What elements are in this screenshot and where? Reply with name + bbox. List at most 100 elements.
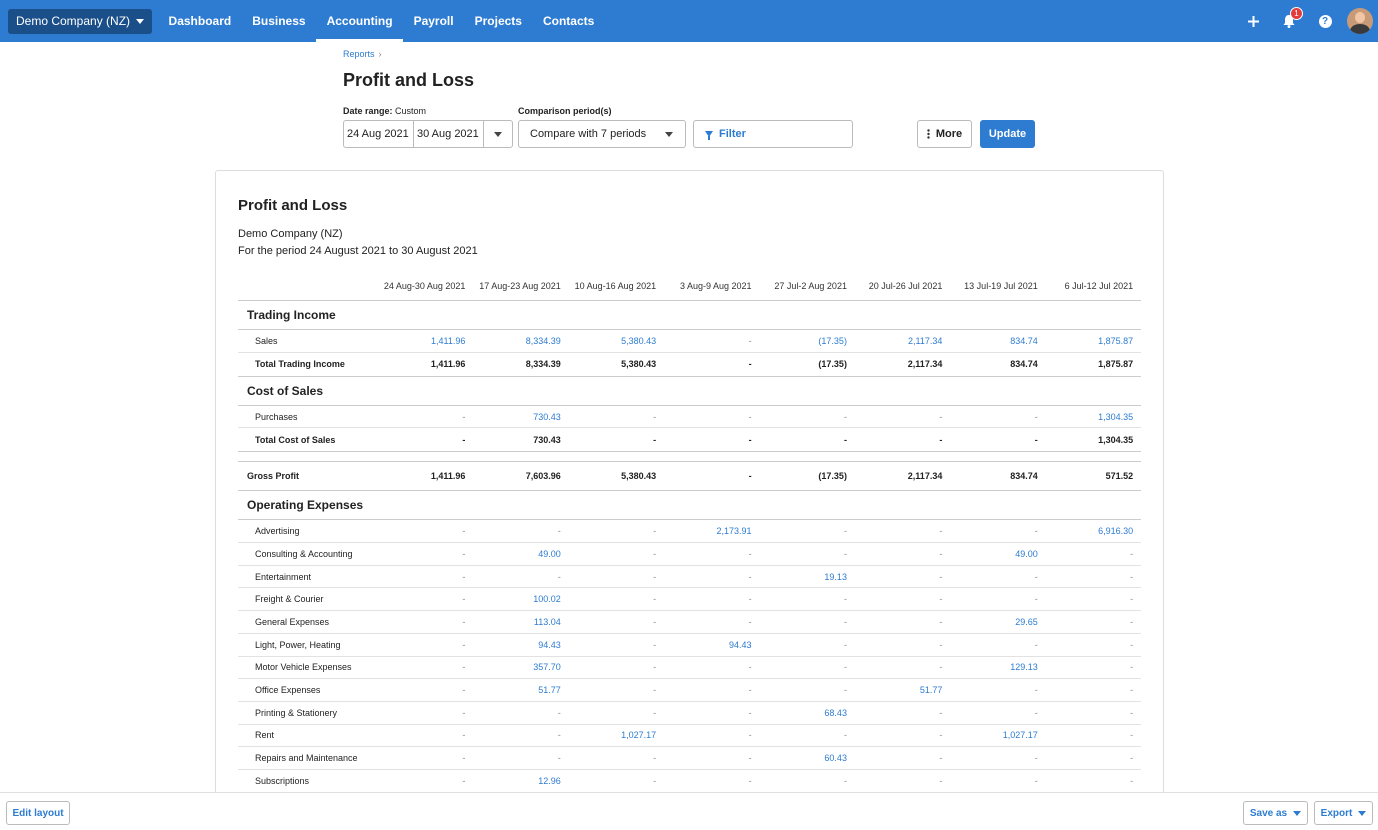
row-value: - (1034, 753, 1038, 764)
row-value[interactable]: 1,027.17 (1002, 730, 1038, 741)
row-value[interactable]: 8,334.39 (525, 335, 561, 346)
table-row: Repairs and Maintenance - - - - 60.43 - - - (238, 747, 1141, 770)
row-value: - (939, 730, 943, 741)
nav-contacts[interactable]: Contacts (542, 14, 595, 28)
row-value: - (843, 594, 847, 605)
row-value[interactable]: 2,117.34 (907, 335, 943, 346)
row-value: - (843, 662, 847, 673)
row-value: - (1130, 685, 1134, 696)
nav-dashboard[interactable]: Dashboard (168, 14, 232, 28)
row-value: - (653, 411, 657, 422)
row-value: - (1130, 707, 1134, 718)
nav-payroll[interactable]: Payroll (413, 14, 454, 28)
notification-badge: 1 (1290, 7, 1303, 20)
row-value: - (1034, 594, 1038, 605)
column-header: 24 Aug-30 Aug 2021 (383, 280, 466, 291)
export-button[interactable]: Export (1314, 801, 1373, 825)
row-value[interactable]: 94.43 (729, 639, 752, 650)
row-value: - (1034, 571, 1038, 582)
date-range-dropdown[interactable] (484, 121, 512, 147)
row-value: - (939, 594, 943, 605)
row-value: - (1034, 707, 1038, 718)
total-value: - (939, 434, 943, 445)
total-value: - (748, 434, 752, 445)
row-value: - (1130, 594, 1134, 605)
gross-profit-value: 7,603.96 (525, 471, 561, 482)
total-value: 1,411.96 (430, 359, 466, 370)
row-label: General Expenses (255, 616, 330, 627)
row-value[interactable]: 51.77 (919, 685, 943, 696)
row-value: - (939, 526, 943, 537)
chevron-down-icon (136, 18, 145, 24)
row-value: - (843, 730, 847, 741)
row-value[interactable]: 100.02 (533, 594, 561, 605)
update-button[interactable]: Update (980, 120, 1035, 148)
nav-business[interactable]: Business (252, 14, 306, 28)
total-value: 8,334.39 (525, 359, 561, 370)
comparison-select[interactable]: Compare with 7 periods (518, 120, 686, 148)
row-value[interactable]: 1,875.87 (1098, 335, 1134, 346)
save-as-button[interactable]: Save as (1243, 801, 1308, 825)
row-label: Repairs and Maintenance (255, 753, 358, 764)
row-value[interactable]: 49.00 (538, 548, 561, 559)
row-value[interactable]: 12.96 (538, 775, 561, 786)
more-button[interactable]: More (917, 120, 972, 148)
row-label: Consulting & Accounting (255, 548, 353, 559)
total-value: - (843, 434, 847, 445)
section-heading: Operating Expenses (238, 491, 1141, 521)
column-header: 17 Aug-23 Aug 2021 (479, 280, 561, 291)
row-value[interactable]: 51.77 (538, 685, 561, 696)
row-value[interactable]: 113.04 (533, 616, 561, 627)
bell-icon[interactable]: 1 (1271, 0, 1307, 42)
total-row: Total Cost of Sales - 730.43 - - - - - 1,304.35 (238, 428, 1141, 453)
row-value: - (748, 775, 752, 786)
row-value[interactable]: 49.00 (1015, 548, 1038, 559)
plus-icon[interactable] (1235, 0, 1271, 42)
row-value[interactable]: (17.35) (818, 335, 847, 346)
table-row: Motor Vehicle Expenses - 357.70 - - - - 129.13 - (238, 657, 1141, 680)
edit-layout-button[interactable]: Edit layout (6, 801, 70, 825)
table-row: Printing & Stationery - - - - 68.43 - - - (238, 702, 1141, 725)
row-value[interactable]: 834.74 (1010, 335, 1038, 346)
row-value[interactable]: 730.43 (533, 411, 561, 422)
row-value[interactable]: 1,027.17 (621, 730, 657, 741)
row-value[interactable]: 60.43 (824, 753, 847, 764)
row-value[interactable]: 1,304.35 (1098, 411, 1134, 422)
total-row: Total Trading Income 1,411.96 8,334.39 5,38… (238, 353, 1141, 377)
row-value: - (843, 775, 847, 786)
avatar[interactable] (1347, 8, 1373, 34)
total-value: 5,380.43 (621, 359, 657, 370)
row-value[interactable]: 68.43 (824, 707, 847, 718)
gross-profit-row: Gross Profit 1,411.96 7,603.96 5,380.43 - (17… (238, 461, 1141, 492)
row-value[interactable]: 2,173.91 (716, 526, 752, 537)
row-value[interactable]: 129.13 (1010, 662, 1038, 673)
report-title: Profit and Loss (238, 197, 348, 214)
row-value[interactable]: 1,411.96 (431, 335, 466, 346)
end-date-input[interactable]: 30 Aug 2021 (414, 121, 484, 147)
filter-button[interactable]: Filter (693, 120, 853, 148)
help-icon[interactable]: ? (1307, 0, 1343, 42)
row-value[interactable]: 5,380.43 (621, 335, 657, 346)
date-range-picker: 24 Aug 2021 30 Aug 2021 (343, 120, 513, 148)
row-value[interactable]: 357.70 (533, 662, 561, 673)
breadcrumb-reports[interactable]: Reports (343, 49, 375, 59)
table-row: Entertainment - - - - 19.13 - - - (238, 566, 1141, 589)
nav-accounting[interactable]: Accounting (316, 0, 404, 42)
row-value: - (748, 335, 752, 346)
row-value[interactable]: 6,916.30 (1098, 526, 1134, 537)
row-value: - (557, 571, 561, 582)
save-as-label: Save as (1249, 807, 1288, 819)
row-value: - (1130, 639, 1134, 650)
row-label: Purchases (255, 411, 298, 422)
total-value: (17.35) (818, 359, 847, 370)
org-switcher[interactable]: Demo Company (NZ) (8, 8, 153, 34)
row-value[interactable]: 94.43 (538, 639, 561, 650)
table-row: Freight & Courier - 100.02 - - - - - - (238, 588, 1141, 612)
row-value: - (462, 411, 466, 422)
nav-projects[interactable]: Projects (474, 14, 522, 28)
row-value[interactable]: 19.13 (824, 571, 847, 582)
row-value[interactable]: 29.65 (1015, 616, 1038, 627)
start-date-input[interactable]: 24 Aug 2021 (344, 121, 414, 147)
gross-profit-value: (17.35) (818, 471, 847, 482)
total-label: Total Cost of Sales (255, 434, 336, 445)
